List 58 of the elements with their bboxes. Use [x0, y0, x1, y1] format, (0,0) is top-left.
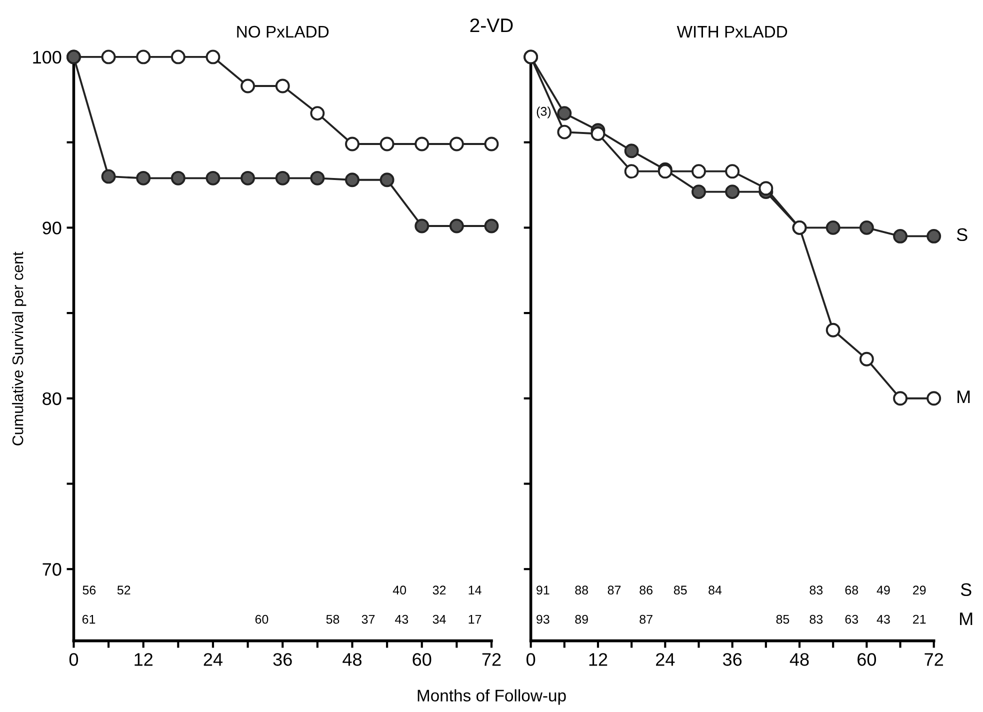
text: 2-VD [470, 18, 513, 32]
text: S [960, 583, 972, 596]
annotation: 40 [392, 586, 406, 595]
x-tick-label: 48 [790, 653, 809, 666]
x-tick-label: 24 [656, 653, 675, 666]
x-tick-label: 36 [722, 653, 742, 666]
annotation: 32 [432, 586, 446, 595]
x-tick-label: 24 [204, 653, 222, 666]
annotation: 63 [845, 614, 858, 624]
annotation: 87 [640, 614, 652, 624]
annotation: 88 [575, 586, 588, 595]
x-tick-label: 60 [858, 653, 876, 666]
y-tick-label: 70 [42, 563, 62, 576]
annotation: 58 [326, 614, 340, 624]
annotation: 91 [536, 586, 550, 595]
x-tick-label: 72 [924, 653, 943, 666]
y-axis-title: Cumulative Survival per cent [12, 252, 26, 446]
annotation: 21 [913, 614, 926, 624]
text: M [960, 612, 972, 626]
x-tick-label: 12 [589, 653, 608, 666]
x-tick-label: 12 [134, 653, 152, 666]
series-label: S [956, 228, 968, 242]
annotation: 43 [395, 614, 408, 624]
chart-title: WITH PxLADD [676, 26, 788, 38]
annotation: 43 [876, 614, 890, 624]
annotation: 85 [674, 586, 687, 595]
x-axis-title: Months of Follow-up [418, 689, 566, 705]
annotation: 60 [255, 614, 268, 624]
annotation: 83 [810, 586, 823, 595]
x-tick-label: 60 [412, 653, 432, 666]
annotation: 49 [876, 586, 890, 595]
x-tick-label: 48 [342, 653, 362, 666]
x-tick-label: 0 [526, 653, 536, 666]
annotation: 87 [608, 586, 621, 595]
y-tick-label: 80 [42, 392, 62, 406]
annotation: 84 [708, 586, 722, 595]
series-label: M [958, 390, 970, 404]
x-tick-label: 72 [482, 653, 501, 666]
y-tick-label: 90 [42, 222, 62, 234]
annotation: 86 [640, 586, 652, 595]
x-tick-label: 0 [69, 653, 78, 666]
chart-title: NO PxLADD [237, 26, 329, 38]
x-tick-label: 36 [273, 653, 292, 666]
annotation: 29 [913, 586, 926, 595]
annotation: (3) [536, 106, 551, 118]
annotation: 93 [536, 614, 550, 624]
annotation: 68 [845, 586, 858, 595]
annotation: 83 [810, 614, 823, 624]
annotation: 14 [468, 586, 482, 594]
annotation: 34 [432, 614, 446, 624]
annotation: 61 [82, 614, 96, 624]
annotation: 17 [468, 615, 482, 624]
annotation: 89 [575, 614, 588, 624]
annotation: 37 [362, 614, 375, 624]
y-tick-label: 100 [33, 50, 62, 64]
annotation: 52 [117, 586, 130, 595]
annotation: 56 [82, 586, 96, 595]
annotation: 85 [776, 614, 790, 624]
